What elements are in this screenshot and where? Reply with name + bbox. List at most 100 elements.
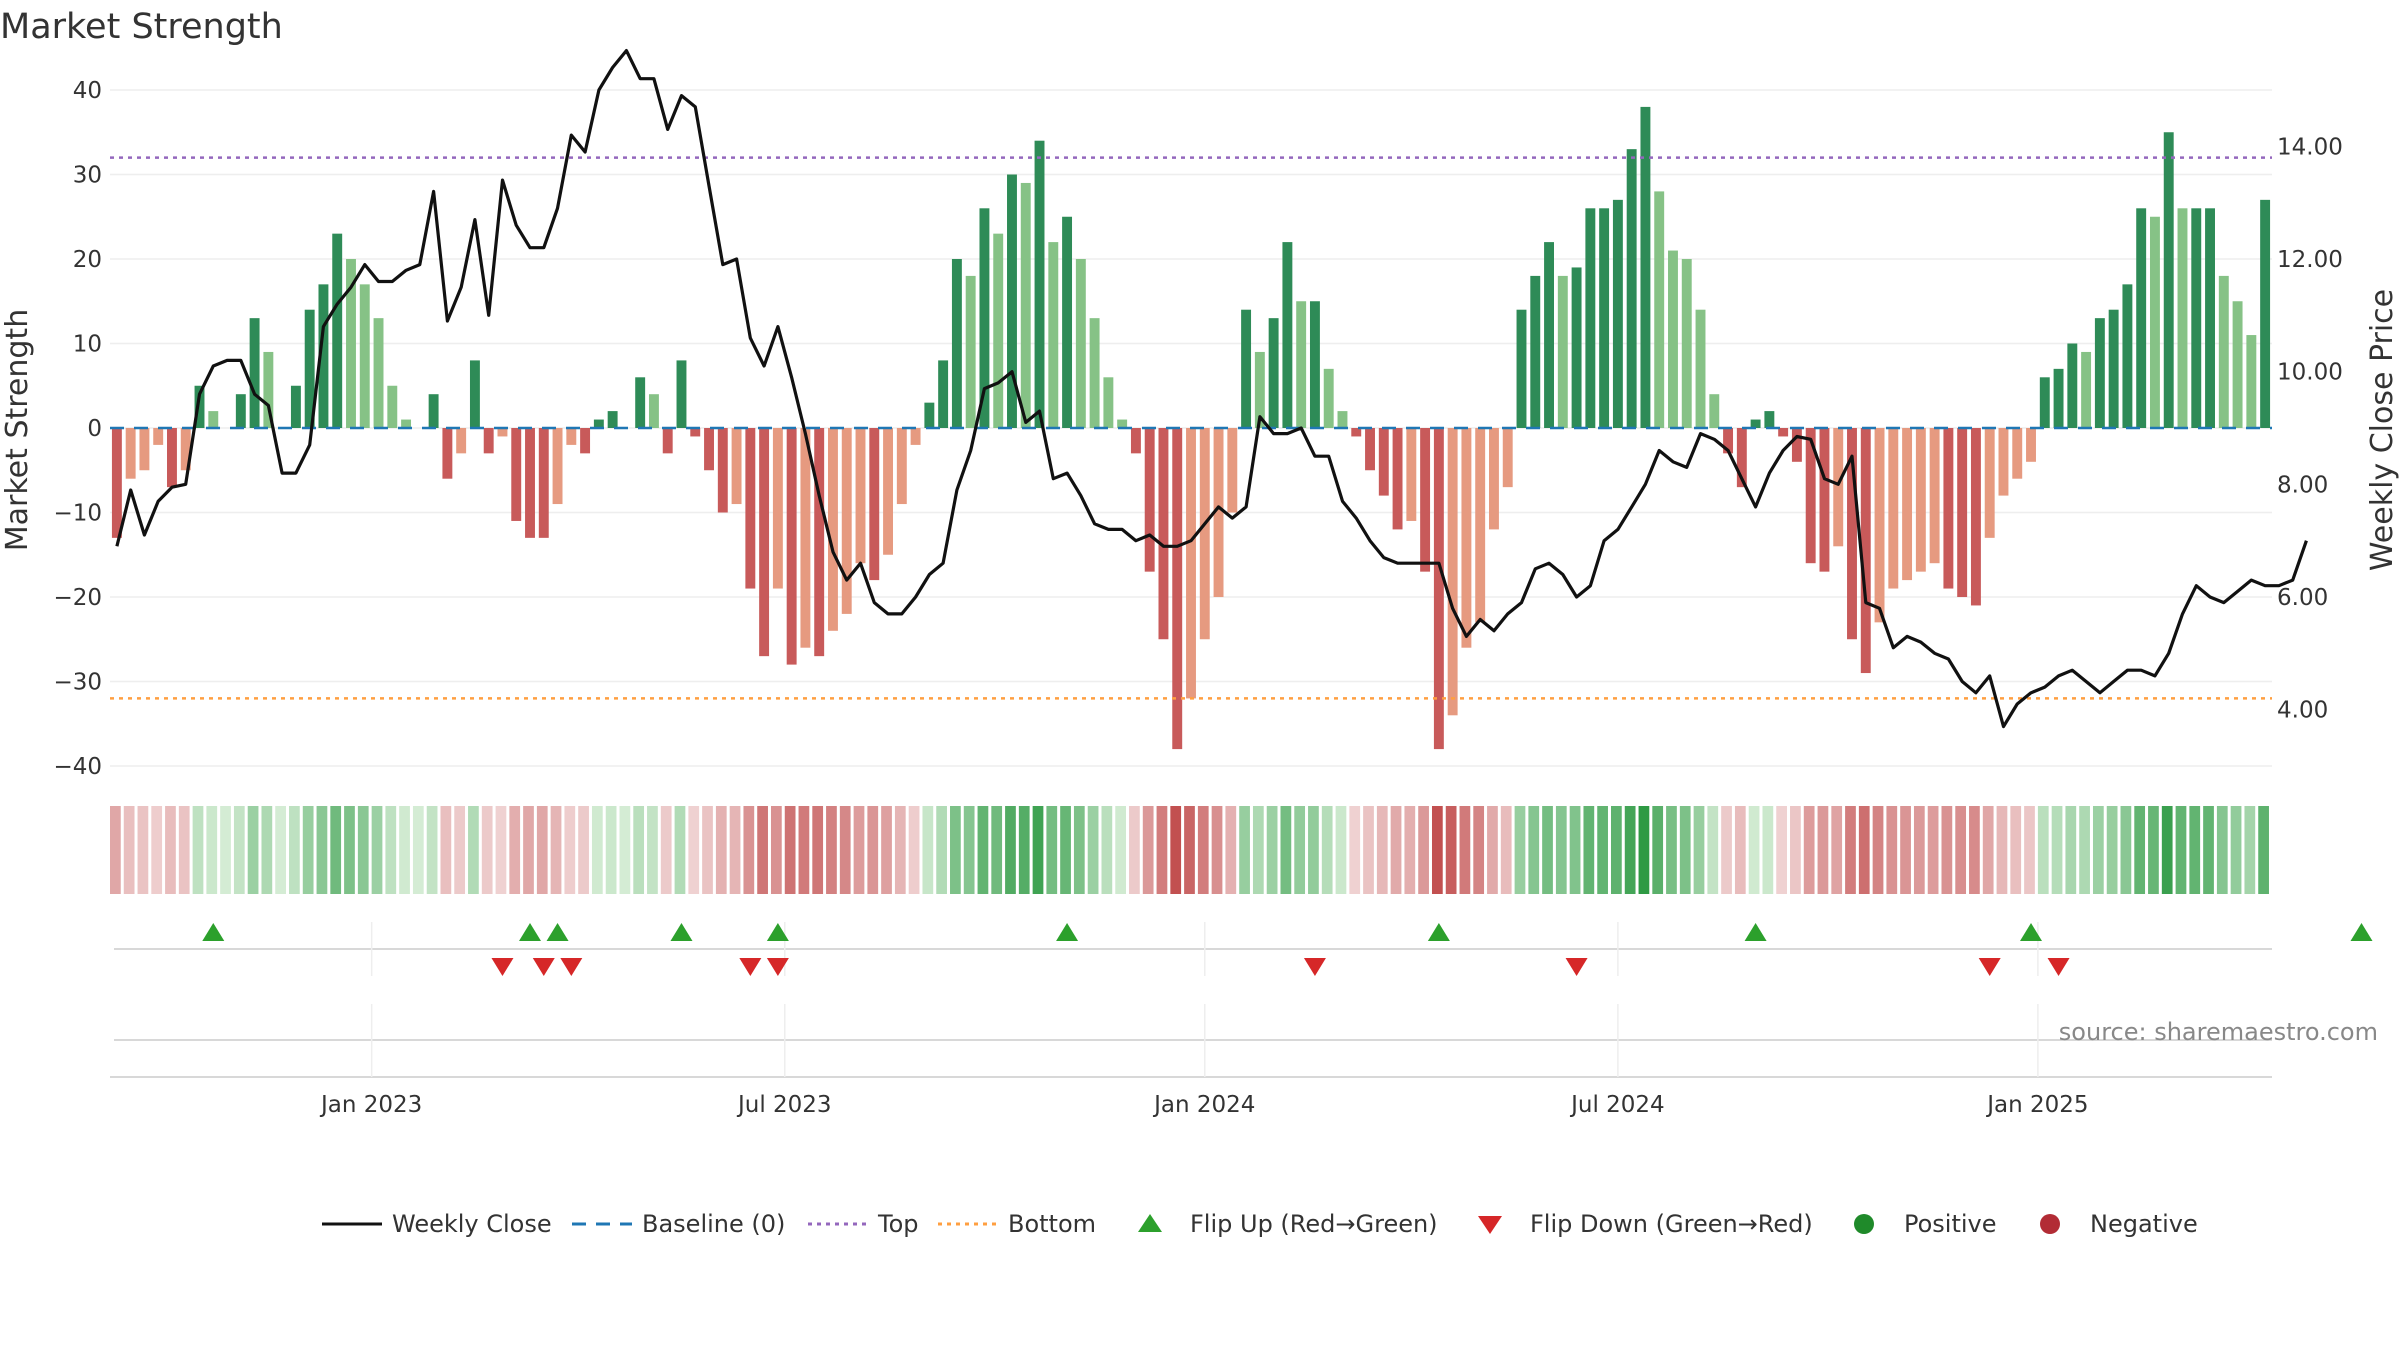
- heat-cell: [853, 806, 865, 894]
- strength-bar: [1475, 428, 1486, 623]
- flip-up-marker: [2350, 923, 2373, 941]
- flip-down-marker: [491, 958, 514, 976]
- strength-bar: [1544, 242, 1554, 428]
- strength-bar: [2039, 377, 2050, 428]
- strength-bar: [896, 428, 907, 505]
- heat-cell: [1679, 806, 1691, 894]
- heat-cell: [1528, 806, 1540, 894]
- heat-cell: [1624, 806, 1636, 894]
- strength-bar: [1681, 259, 1692, 428]
- strength-bar: [401, 419, 412, 428]
- strength-bar: [883, 428, 894, 555]
- y-axis-left: 40 30 20 10 0 −10 −20 −30 −40: [53, 78, 102, 780]
- heat-cell: [1280, 806, 1292, 894]
- heat-cell: [1817, 806, 1829, 894]
- x-tick-label: Jul 2024: [1569, 1092, 1665, 1118]
- legend-label: Positive: [1904, 1210, 1997, 1238]
- strength-bar: [2232, 301, 2243, 428]
- strength-bar: [483, 428, 494, 454]
- flip-down-marker: [2047, 958, 2070, 976]
- heat-cell: [2065, 806, 2077, 894]
- strength-bar: [2122, 284, 2133, 428]
- strength-bar: [208, 411, 219, 428]
- flip-down-marker: [1565, 958, 1588, 976]
- heat-cell: [839, 806, 851, 894]
- heat-cell: [1445, 806, 1457, 894]
- heat-cell: [1032, 806, 1044, 894]
- heat-cell: [192, 806, 204, 894]
- strength-bar: [1103, 377, 1114, 428]
- strength-bar: [924, 402, 935, 428]
- heat-cell: [1514, 806, 1526, 894]
- heat-cell: [1803, 806, 1815, 894]
- strength-bar: [111, 428, 122, 538]
- strength-bar: [1640, 106, 1651, 429]
- y2-tick-label: 12.00: [2277, 247, 2343, 273]
- heat-cell: [523, 806, 534, 894]
- heat-cell: [247, 806, 259, 894]
- flip-down-marker: [766, 958, 789, 976]
- heat-cell: [1776, 806, 1787, 894]
- heat-cell: [330, 806, 342, 894]
- heat-cell: [660, 806, 672, 894]
- strength-bar: [2191, 208, 2202, 428]
- y2-tick-label: 6.00: [2277, 585, 2328, 611]
- strength-bar: [1282, 242, 1293, 428]
- heat-cell: [702, 806, 713, 894]
- legend-swatch: [2040, 1214, 2060, 1234]
- strength-bar: [786, 428, 797, 665]
- heat-cell: [578, 806, 589, 894]
- heat-cell: [908, 806, 920, 894]
- heat-cell: [1652, 806, 1664, 894]
- heat-cell: [1969, 806, 1980, 894]
- strength-bar: [1309, 301, 1320, 428]
- flip-down-marker: [532, 958, 555, 976]
- heat-cell: [468, 806, 479, 894]
- strength-bar: [1461, 428, 1472, 648]
- strength-bar: [1791, 428, 1802, 462]
- y2-axis-label: Weekly Close Price: [2365, 289, 2400, 571]
- heat-cell: [2161, 806, 2173, 894]
- y-tick-label: 0: [87, 416, 102, 442]
- heat-cell: [137, 806, 149, 894]
- strength-bar: [1612, 199, 1623, 428]
- strength-bar: [814, 428, 825, 657]
- strength-bar: [1268, 318, 1279, 428]
- weekly-close-line: [115, 49, 2308, 729]
- strength-bar: [759, 428, 770, 657]
- heat-cell: [1473, 806, 1485, 894]
- heat-cell: [1142, 806, 1154, 894]
- strength-bar: [648, 394, 659, 428]
- flip-up-marker: [546, 923, 569, 941]
- heat-cell: [1294, 806, 1306, 894]
- strength-bar: [607, 411, 618, 428]
- strength-bar: [1062, 216, 1073, 428]
- heat-cell: [536, 806, 548, 894]
- heat-cell: [440, 806, 452, 894]
- legend-label: Flip Up (Red→Green): [1190, 1210, 1438, 1238]
- strength-bar: [869, 428, 880, 581]
- strength-bar: [1984, 428, 1995, 538]
- heat-cell: [1597, 806, 1608, 894]
- heat-cell: [867, 806, 879, 894]
- strength-bar: [456, 428, 467, 454]
- strength-bar: [1626, 149, 1637, 428]
- strength-bar: [1406, 428, 1417, 521]
- strength-bar: [938, 360, 949, 428]
- strength-bar: [332, 233, 343, 428]
- heat-cell: [647, 806, 658, 894]
- strength-bar: [1186, 428, 1196, 699]
- x-tick-label: Jul 2023: [736, 1092, 832, 1118]
- strength-bar: [1695, 309, 1706, 428]
- heat-cell: [1721, 806, 1732, 894]
- heat-cell: [1431, 806, 1443, 894]
- heat-cell: [2203, 806, 2214, 894]
- heat-cell: [1996, 806, 2008, 894]
- price-line-layer: [110, 49, 2308, 729]
- heat-cell: [1831, 806, 1843, 894]
- heat-cell: [591, 806, 603, 894]
- strength-bar: [194, 385, 205, 428]
- flip-up-marker: [1427, 923, 1450, 941]
- strength-bar: [2067, 343, 2078, 428]
